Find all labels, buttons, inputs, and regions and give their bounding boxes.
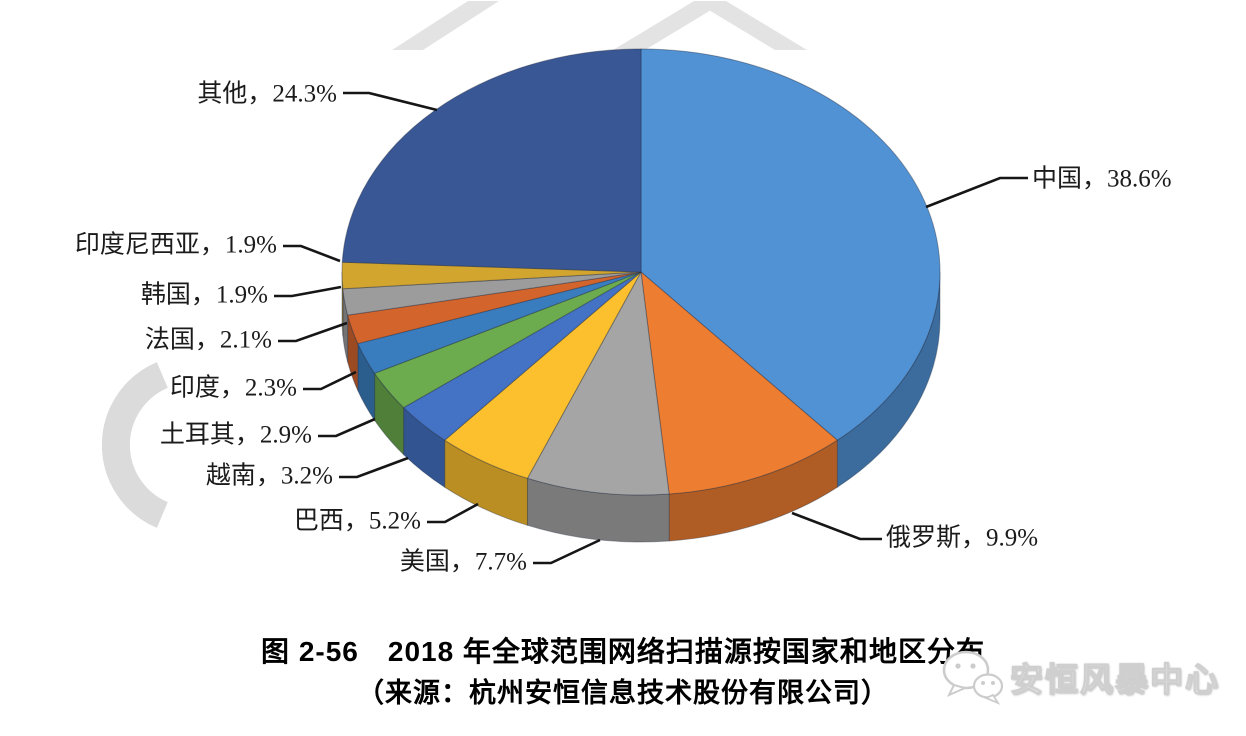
watermark-ring xyxy=(101,362,169,528)
slice-label-0: 中国，38.6% xyxy=(1032,165,1172,193)
pie-slice-3 xyxy=(443,271,642,479)
pie-slice-10 xyxy=(341,48,642,273)
leader-line-4 xyxy=(339,456,409,479)
wechat-icon xyxy=(942,650,1004,705)
slice-labels: 中国，38.6% 俄罗斯，9.9% 美国，7.7% 巴西，5.2% 越南，3.2% 土耳其… xyxy=(75,80,1172,576)
slice-label-4: 越南，3.2% xyxy=(206,462,333,490)
slice-label-5: 土耳其，2.9% xyxy=(160,421,312,449)
watermark-text: 安恒风暴中心 xyxy=(1009,660,1220,698)
leader-line-0 xyxy=(925,176,1028,209)
watermark-chevron xyxy=(392,1,499,50)
slice-label-8: 韩国，1.9% xyxy=(141,281,268,309)
pie-slice-9 xyxy=(341,261,642,290)
leader-lines xyxy=(274,91,1028,565)
pie-slice-1 xyxy=(640,270,839,495)
slice-label-9: 印度尼西亚，1.9% xyxy=(75,231,277,259)
figure-caption-source: （来源：杭州安恒信息技术股份有限公司） xyxy=(357,678,889,708)
leader-line-8 xyxy=(274,285,342,298)
figure-caption-title: 图 2-56 2018 年全球范围网络扫描源按国家和地区分布 xyxy=(261,636,985,667)
pie-slice-4 xyxy=(402,271,642,441)
slice-label-1: 俄罗斯，9.9% xyxy=(886,524,1038,552)
leader-line-9 xyxy=(283,244,341,263)
pie-slice-0 xyxy=(640,48,941,441)
pie-side-walls xyxy=(341,271,941,543)
slice-label-6: 印度，2.3% xyxy=(170,374,297,402)
pie-slice-8 xyxy=(342,271,642,316)
leader-line-6 xyxy=(303,370,357,391)
leader-line-1 xyxy=(791,511,882,541)
pie-slices xyxy=(341,48,941,496)
slice-label-2: 美国，7.7% xyxy=(400,548,527,576)
pie-slice-6 xyxy=(357,271,642,374)
leader-line-10 xyxy=(343,91,438,112)
leader-line-7 xyxy=(278,321,348,343)
slice-label-3: 巴西，5.2% xyxy=(294,508,421,535)
slice-label-7: 法国，2.1% xyxy=(145,326,272,354)
leader-line-3 xyxy=(427,502,479,524)
pie-slice-2 xyxy=(526,270,670,496)
watermark-chevron xyxy=(613,1,726,50)
pie-slice-7 xyxy=(347,271,642,345)
pie-slice-5 xyxy=(373,271,642,409)
brand-watermark: 安恒风暴中心 xyxy=(940,648,1220,706)
leader-line-5 xyxy=(318,417,376,438)
watermark-chevron xyxy=(694,1,807,50)
background-watermark xyxy=(101,1,807,528)
leader-line-2 xyxy=(533,538,601,565)
slice-label-10: 其他，24.3% xyxy=(197,80,337,108)
